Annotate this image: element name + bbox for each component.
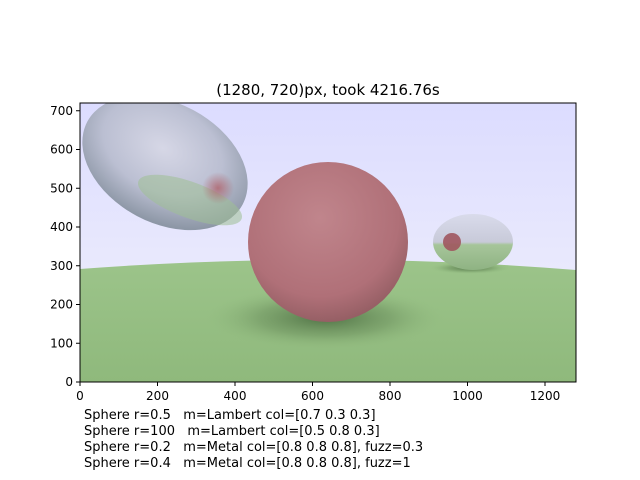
y-axis-ticks: 0 100 200 300 400 500 600 700: [50, 104, 80, 389]
caption-line-2: Sphere r=100 m=Lambert col=[0.5 0.8 0.3]: [84, 424, 380, 439]
plot-frame: [79, 102, 577, 383]
rendered-image: [80, 103, 576, 382]
caption-line-1: Sphere r=0.5 m=Lambert col=[0.7 0.3 0.3]: [84, 408, 376, 423]
x-tick-label: 1000: [452, 389, 483, 403]
caption-line-4: Sphere r=0.4 m=Metal col=[0.8 0.8 0.8], …: [84, 456, 411, 471]
x-tick-label: 1200: [530, 389, 561, 403]
y-tick-label: 700: [50, 104, 73, 118]
x-tick-label: 600: [301, 389, 324, 403]
red-sphere: [248, 162, 408, 322]
plot-title: (1280, 720)px, took 4216.76s: [216, 81, 440, 99]
y-tick-label: 200: [50, 298, 73, 312]
y-tick-label: 600: [50, 143, 73, 157]
x-tick-label: 400: [224, 389, 247, 403]
glass-sphere-large-red-reflection: [202, 172, 234, 204]
x-tick-label: 800: [379, 389, 402, 403]
y-tick-label: 500: [50, 181, 73, 195]
y-tick-label: 0: [65, 375, 73, 389]
x-axis-ticks: 0 200 400 600 800 1000 1200: [76, 382, 560, 403]
glass-sphere-small: [433, 214, 513, 270]
glass-sphere-large-green-reflection: [137, 174, 243, 226]
y-tick-label: 400: [50, 220, 73, 234]
x-tick-label: 200: [146, 389, 169, 403]
glass-sphere-small-red-reflection: [443, 233, 461, 251]
y-tick-label: 100: [50, 336, 73, 350]
x-tick-label: 0: [76, 389, 84, 403]
caption-line-3: Sphere r=0.2 m=Metal col=[0.8 0.8 0.8], …: [84, 440, 424, 455]
y-tick-label: 300: [50, 259, 73, 273]
